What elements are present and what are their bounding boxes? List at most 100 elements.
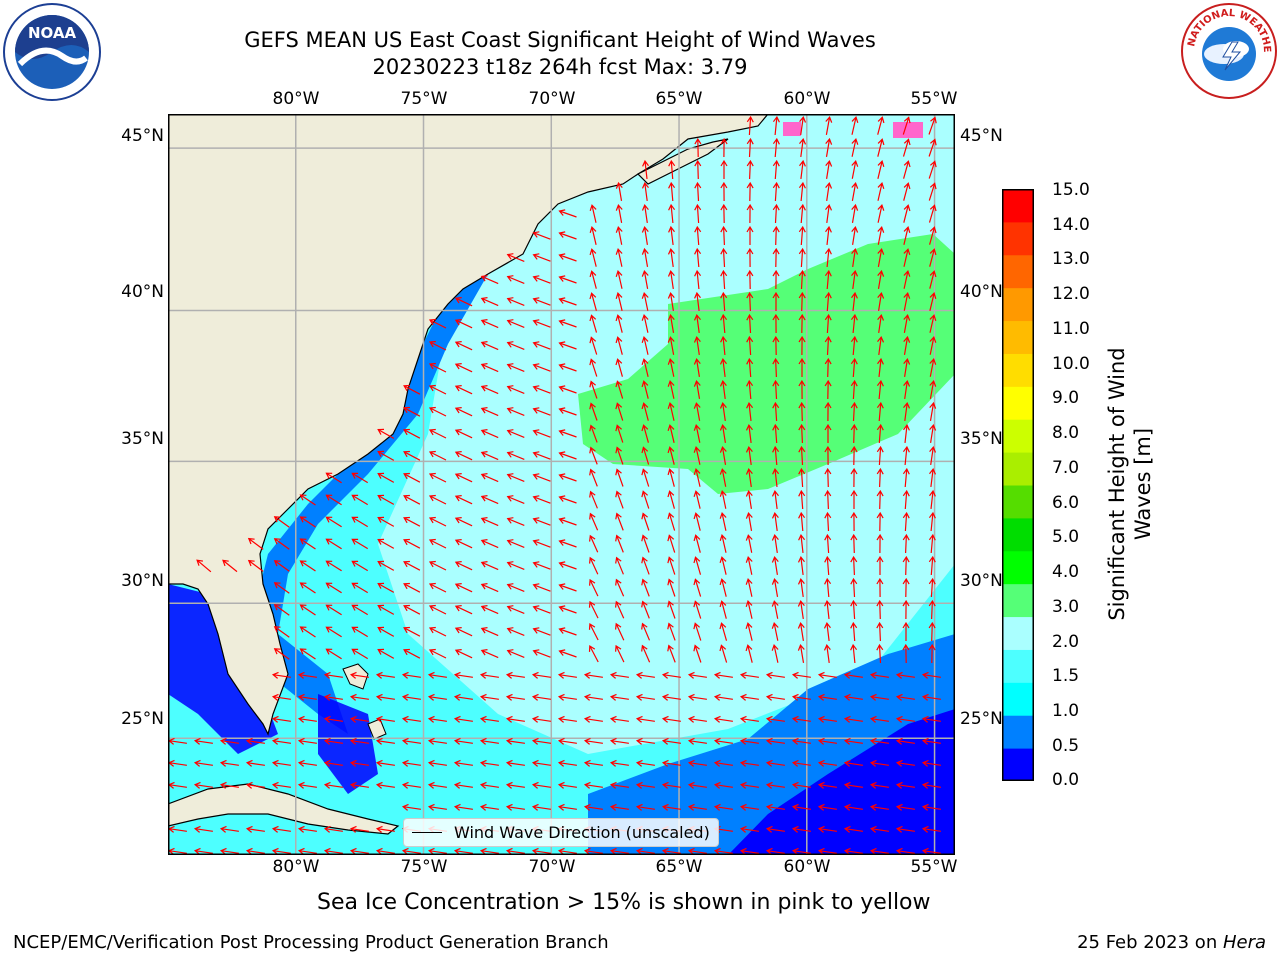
wind-wave-arrow	[219, 825, 239, 833]
wind-wave-arrow	[589, 358, 598, 377]
wind-wave-arrow	[245, 825, 265, 833]
wind-wave-arrow	[798, 357, 806, 377]
wind-wave-arrow	[401, 715, 421, 723]
wind-wave-arrow	[588, 622, 599, 641]
wind-wave-arrow	[454, 297, 473, 307]
wind-wave-arrow	[798, 225, 806, 246]
wind-wave-arrow	[558, 385, 577, 394]
wind-wave-arrow	[693, 556, 702, 575]
wind-wave-arrow	[850, 313, 858, 334]
wind-wave-arrow	[641, 622, 651, 641]
wind-wave-arrow	[532, 253, 551, 262]
wind-wave-arrow	[375, 781, 395, 789]
wind-wave-arrow	[589, 402, 598, 421]
wind-wave-arrow	[825, 137, 833, 157]
wind-wave-arrow	[824, 489, 832, 510]
wind-wave-arrow	[772, 401, 780, 422]
wind-wave-arrow	[851, 138, 859, 157]
wind-wave-arrow	[558, 517, 577, 526]
map-title: GEFS MEAN US East Coast Significant Heig…	[244, 28, 876, 52]
wind-wave-arrow	[401, 847, 421, 855]
wind-wave-arrow	[583, 671, 603, 679]
sea-ice-patch	[783, 122, 801, 136]
wind-wave-arrow	[297, 693, 317, 701]
colorbar-tick: 0.5	[1052, 736, 1080, 756]
wind-wave-arrow	[219, 737, 239, 745]
wind-wave-arrow	[895, 671, 915, 679]
wind-wave-arrow	[791, 847, 811, 855]
wind-wave-arrow	[589, 534, 599, 553]
wind-wave-arrow	[558, 605, 577, 614]
wind-wave-arrow	[505, 671, 525, 679]
wind-wave-arrow	[850, 533, 858, 554]
wind-wave-arrow	[428, 582, 447, 593]
colorbar-swatch	[1002, 748, 1034, 781]
colorbar-ticks: 15.0 14.0 13.0 12.0 11.0 10.0 9.0 8.0 7.…	[1036, 180, 1106, 792]
wind-wave-arrow	[903, 226, 911, 245]
wind-wave-arrow	[641, 534, 650, 553]
wind-wave-arrow	[641, 424, 649, 443]
wind-wave-arrow	[771, 555, 779, 575]
wind-wave-arrow	[719, 490, 727, 509]
wind-wave-arrow	[479, 671, 499, 679]
wind-wave-arrow	[799, 159, 806, 179]
wind-wave-arrow	[641, 203, 649, 223]
wind-wave-arrow	[693, 578, 702, 597]
wind-wave-arrow	[427, 781, 447, 789]
wind-wave-arrow	[687, 847, 707, 855]
wind-wave-arrow	[641, 644, 651, 663]
wind-wave-arrow	[506, 341, 525, 350]
wave-height-map	[168, 114, 955, 855]
wind-wave-arrow	[297, 759, 317, 767]
colorbar-tick: 1.0	[1052, 701, 1080, 721]
wind-wave-arrow	[615, 181, 623, 201]
wind-wave-arrow	[719, 423, 727, 443]
wind-wave-arrow	[921, 847, 941, 855]
wind-wave-arrow	[635, 759, 655, 767]
wind-wave-arrow	[351, 560, 369, 572]
wind-wave-arrow	[772, 423, 780, 444]
wind-wave-arrow	[589, 380, 598, 399]
wind-wave-arrow	[667, 336, 675, 355]
wind-wave-arrow	[271, 825, 291, 833]
footer-credit: NCEP/EMC/Verification Post Processing Pr…	[13, 932, 609, 953]
land-bahamas-north	[342, 663, 369, 690]
wind-wave-arrow	[615, 314, 623, 333]
wind-wave-arrow	[877, 116, 885, 135]
land-nova-scotia	[636, 138, 729, 185]
wind-wave-arrow	[506, 539, 525, 548]
wind-wave-arrow	[297, 825, 317, 833]
wind-wave-arrow	[325, 648, 342, 660]
wind-wave-arrow	[799, 115, 807, 135]
wind-wave-arrow	[739, 781, 759, 789]
wind-wave-arrow	[453, 715, 473, 723]
wind-wave-arrow	[588, 644, 599, 663]
wind-wave-arrow	[903, 423, 910, 443]
wind-wave-arrow	[609, 781, 629, 789]
wind-wave-arrow	[558, 319, 577, 328]
wind-wave-arrow	[427, 847, 447, 855]
wind-wave-arrow	[589, 446, 598, 465]
lon-tick-top: 70°W	[528, 89, 576, 109]
wind-wave-arrow	[641, 600, 650, 619]
wind-wave-arrow	[693, 468, 701, 487]
wind-wave-arrow	[824, 599, 832, 619]
wind-wave-arrow	[929, 314, 937, 333]
wind-wave-arrow	[479, 847, 499, 855]
wind-wave-arrow	[719, 578, 727, 597]
wind-wave-arrow	[687, 715, 707, 723]
wind-wave-arrow	[850, 577, 858, 598]
wind-wave-arrow	[271, 671, 291, 679]
wind-wave-arrow	[765, 693, 785, 701]
wind-wave-arrow	[824, 269, 832, 290]
wind-wave-arrow	[454, 385, 473, 395]
wind-wave-arrow	[929, 423, 937, 443]
wind-wave-arrow	[739, 693, 759, 701]
wind-wave-arrow	[454, 495, 473, 505]
wind-wave-arrow	[850, 643, 858, 664]
wind-wave-arrow	[843, 759, 863, 767]
wind-wave-arrow	[558, 495, 577, 504]
wind-wave-arrow	[817, 803, 837, 811]
wind-wave-arrow	[641, 512, 650, 531]
wind-wave-arrow	[505, 803, 525, 811]
